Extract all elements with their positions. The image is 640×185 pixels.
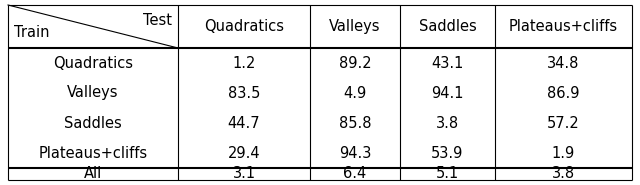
Text: Quadratics: Quadratics	[53, 56, 133, 70]
Text: 3.8: 3.8	[552, 166, 575, 181]
Text: 6.4: 6.4	[344, 166, 367, 181]
Text: 34.8: 34.8	[547, 56, 580, 70]
Text: Test: Test	[143, 13, 172, 28]
Text: 57.2: 57.2	[547, 115, 580, 130]
Text: 5.1: 5.1	[436, 166, 459, 181]
Text: 4.9: 4.9	[344, 85, 367, 100]
Text: Valleys: Valleys	[67, 85, 119, 100]
Text: Saddles: Saddles	[419, 19, 476, 34]
Text: 3.1: 3.1	[232, 166, 255, 181]
Text: 53.9: 53.9	[431, 145, 464, 161]
Text: All: All	[84, 166, 102, 181]
Text: Valleys: Valleys	[329, 19, 381, 34]
Text: 1.2: 1.2	[232, 56, 256, 70]
Text: Plateaus+cliffs: Plateaus+cliffs	[38, 145, 148, 161]
Text: 83.5: 83.5	[228, 85, 260, 100]
Text: Quadratics: Quadratics	[204, 19, 284, 34]
Text: Train: Train	[14, 25, 49, 40]
Text: 43.1: 43.1	[431, 56, 464, 70]
Text: 94.1: 94.1	[431, 85, 464, 100]
Text: 85.8: 85.8	[339, 115, 371, 130]
Text: 29.4: 29.4	[228, 145, 260, 161]
Text: 1.9: 1.9	[552, 145, 575, 161]
Text: 94.3: 94.3	[339, 145, 371, 161]
Text: 3.8: 3.8	[436, 115, 459, 130]
Text: Plateaus+cliffs: Plateaus+cliffs	[509, 19, 618, 34]
Text: 86.9: 86.9	[547, 85, 580, 100]
Text: 44.7: 44.7	[228, 115, 260, 130]
Text: 89.2: 89.2	[339, 56, 371, 70]
Text: Saddles: Saddles	[64, 115, 122, 130]
